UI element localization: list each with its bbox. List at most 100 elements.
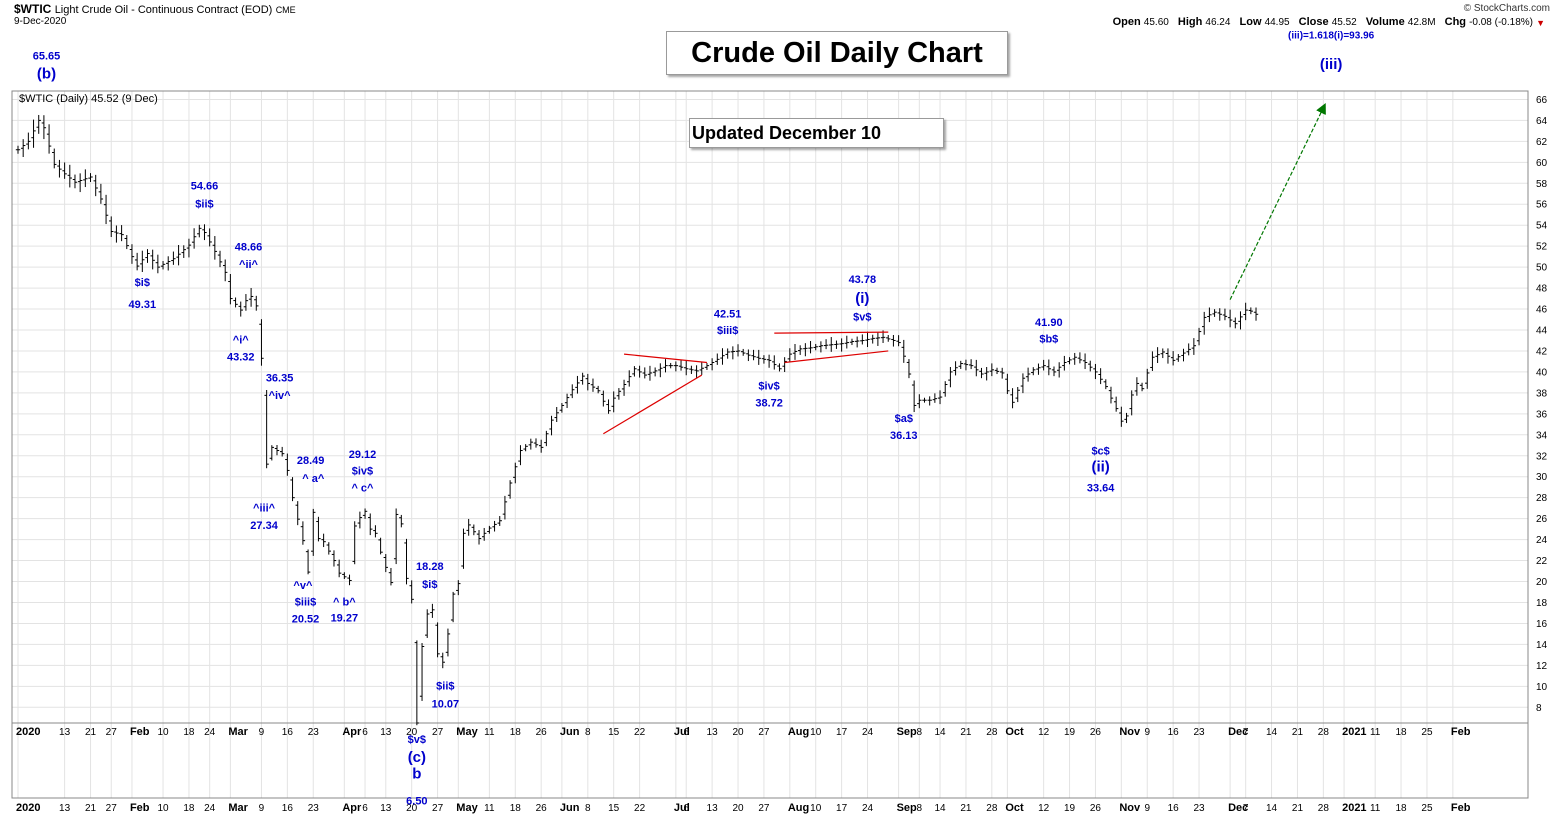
- x-tick-label-secondary: 19: [1064, 803, 1076, 814]
- chart-title-box: Crude Oil Daily Chart: [666, 31, 1008, 75]
- price-bar: [41, 115, 47, 140]
- x-tick-label: 25: [1421, 727, 1433, 738]
- wave-label: 28.49: [297, 455, 325, 467]
- wave-label: 36.35: [266, 372, 294, 384]
- price-bar: [279, 446, 285, 457]
- price-bar: [83, 169, 88, 188]
- x-tick-label: 20: [406, 727, 418, 738]
- price-bar: [233, 297, 238, 308]
- wave-label: $b$: [1039, 334, 1058, 346]
- price-bar: [264, 389, 269, 469]
- price-bar: [1170, 351, 1176, 366]
- price-bar: [1139, 382, 1145, 392]
- price-bar: [248, 288, 254, 307]
- price-bar: [36, 114, 41, 134]
- stat-open-label: Open: [1112, 16, 1141, 28]
- y-tick-label: 22: [1536, 556, 1548, 567]
- x-tick-label-secondary: 9: [1144, 803, 1150, 814]
- price-bar: [1176, 353, 1181, 362]
- x-tick-label: 28: [986, 727, 998, 738]
- price-bar: [502, 495, 508, 520]
- x-tick-label-secondary: 21: [85, 803, 97, 814]
- price-bar: [704, 362, 710, 371]
- price-bar: [119, 225, 124, 242]
- x-tick-label-secondary: 25: [1421, 803, 1433, 814]
- x-tick-label: Aug: [788, 726, 809, 738]
- x-tick-label-secondary: 14: [1266, 803, 1278, 814]
- x-tick-label: 9: [259, 727, 265, 738]
- price-bar: [746, 349, 751, 362]
- wave-label: 20.52: [292, 613, 320, 625]
- wave-label: $ii$: [195, 198, 213, 210]
- x-tick-label-secondary: 13: [380, 803, 392, 814]
- wave-label: $i$: [422, 579, 437, 591]
- price-bar: [373, 525, 378, 538]
- price-bar: [922, 397, 927, 403]
- wave-label: $iii$: [717, 325, 738, 337]
- price-bar: [26, 132, 31, 150]
- wave-label: 54.66: [191, 181, 219, 193]
- price-bar: [471, 524, 477, 536]
- price-bar: [176, 245, 181, 266]
- price-bar: [1108, 386, 1114, 404]
- price-bar: [870, 334, 875, 344]
- price-bar: [518, 445, 523, 466]
- price-bar: [305, 549, 311, 575]
- price-bar: [580, 372, 585, 385]
- price-bar: [699, 361, 704, 375]
- x-tick-label-secondary: Jun: [560, 802, 580, 814]
- x-tick-label: 7: [1243, 727, 1249, 738]
- symbol: $WTIC: [14, 2, 52, 16]
- x-tick-label: 24: [204, 727, 216, 738]
- x-tick-label: Dec: [1228, 726, 1248, 738]
- y-tick-label: 40: [1536, 367, 1548, 378]
- price-bar: [331, 550, 337, 567]
- wave-label: $a$: [895, 413, 913, 425]
- price-bar: [456, 580, 461, 596]
- y-tick-label: 66: [1536, 95, 1548, 106]
- wave-label: $c$: [1091, 446, 1109, 458]
- channel-line: [623, 353, 708, 364]
- channel-line: [784, 350, 889, 364]
- stat-volume-value: 42.8M: [1407, 17, 1436, 28]
- x-tick-label: 13: [380, 727, 392, 738]
- price-bar: [1196, 327, 1202, 346]
- wave-label: 43.32: [227, 351, 255, 363]
- wave-label: (i): [855, 290, 869, 307]
- wave-label: (iii)=1.618(i)=93.96: [1288, 31, 1375, 42]
- x-tick-label: 15: [608, 727, 620, 738]
- price-bar: [476, 530, 482, 545]
- price-bar: [1129, 390, 1134, 416]
- y-tick-label: 54: [1536, 221, 1548, 232]
- x-tick-label: 13: [707, 727, 719, 738]
- x-tick-label-secondary: Sep: [897, 802, 917, 814]
- price-bar: [730, 346, 736, 360]
- price-bar: [1119, 406, 1124, 427]
- price-bar: [450, 591, 456, 623]
- price-bar: [772, 355, 777, 370]
- legend-text: $WTIC (Daily) 45.52 (9 Dec): [19, 93, 158, 105]
- price-bar: [678, 360, 684, 371]
- wave-label: 38.72: [755, 398, 783, 410]
- price-bar: [554, 407, 559, 422]
- wave-label: b: [412, 766, 421, 783]
- price-bar: [741, 348, 746, 356]
- y-tick-label: 28: [1536, 493, 1548, 504]
- price-bar: [627, 370, 632, 387]
- price-bar: [414, 640, 420, 726]
- projection-line: [1229, 102, 1326, 300]
- x-tick-label: 11: [484, 727, 495, 738]
- wave-label: 18.28: [416, 561, 444, 573]
- price-bar: [20, 139, 26, 157]
- price-bar: [994, 367, 1000, 375]
- price-bar: [1093, 363, 1098, 380]
- price-bar: [564, 393, 570, 409]
- price-bar: [751, 349, 756, 361]
- x-tick-label-secondary: 11: [484, 803, 495, 814]
- x-tick-label: 21: [85, 727, 97, 738]
- price-bar: [621, 379, 627, 396]
- x-tick-label: 17: [836, 727, 848, 738]
- price-bar: [1025, 367, 1031, 382]
- x-tick-label: 27: [758, 727, 770, 738]
